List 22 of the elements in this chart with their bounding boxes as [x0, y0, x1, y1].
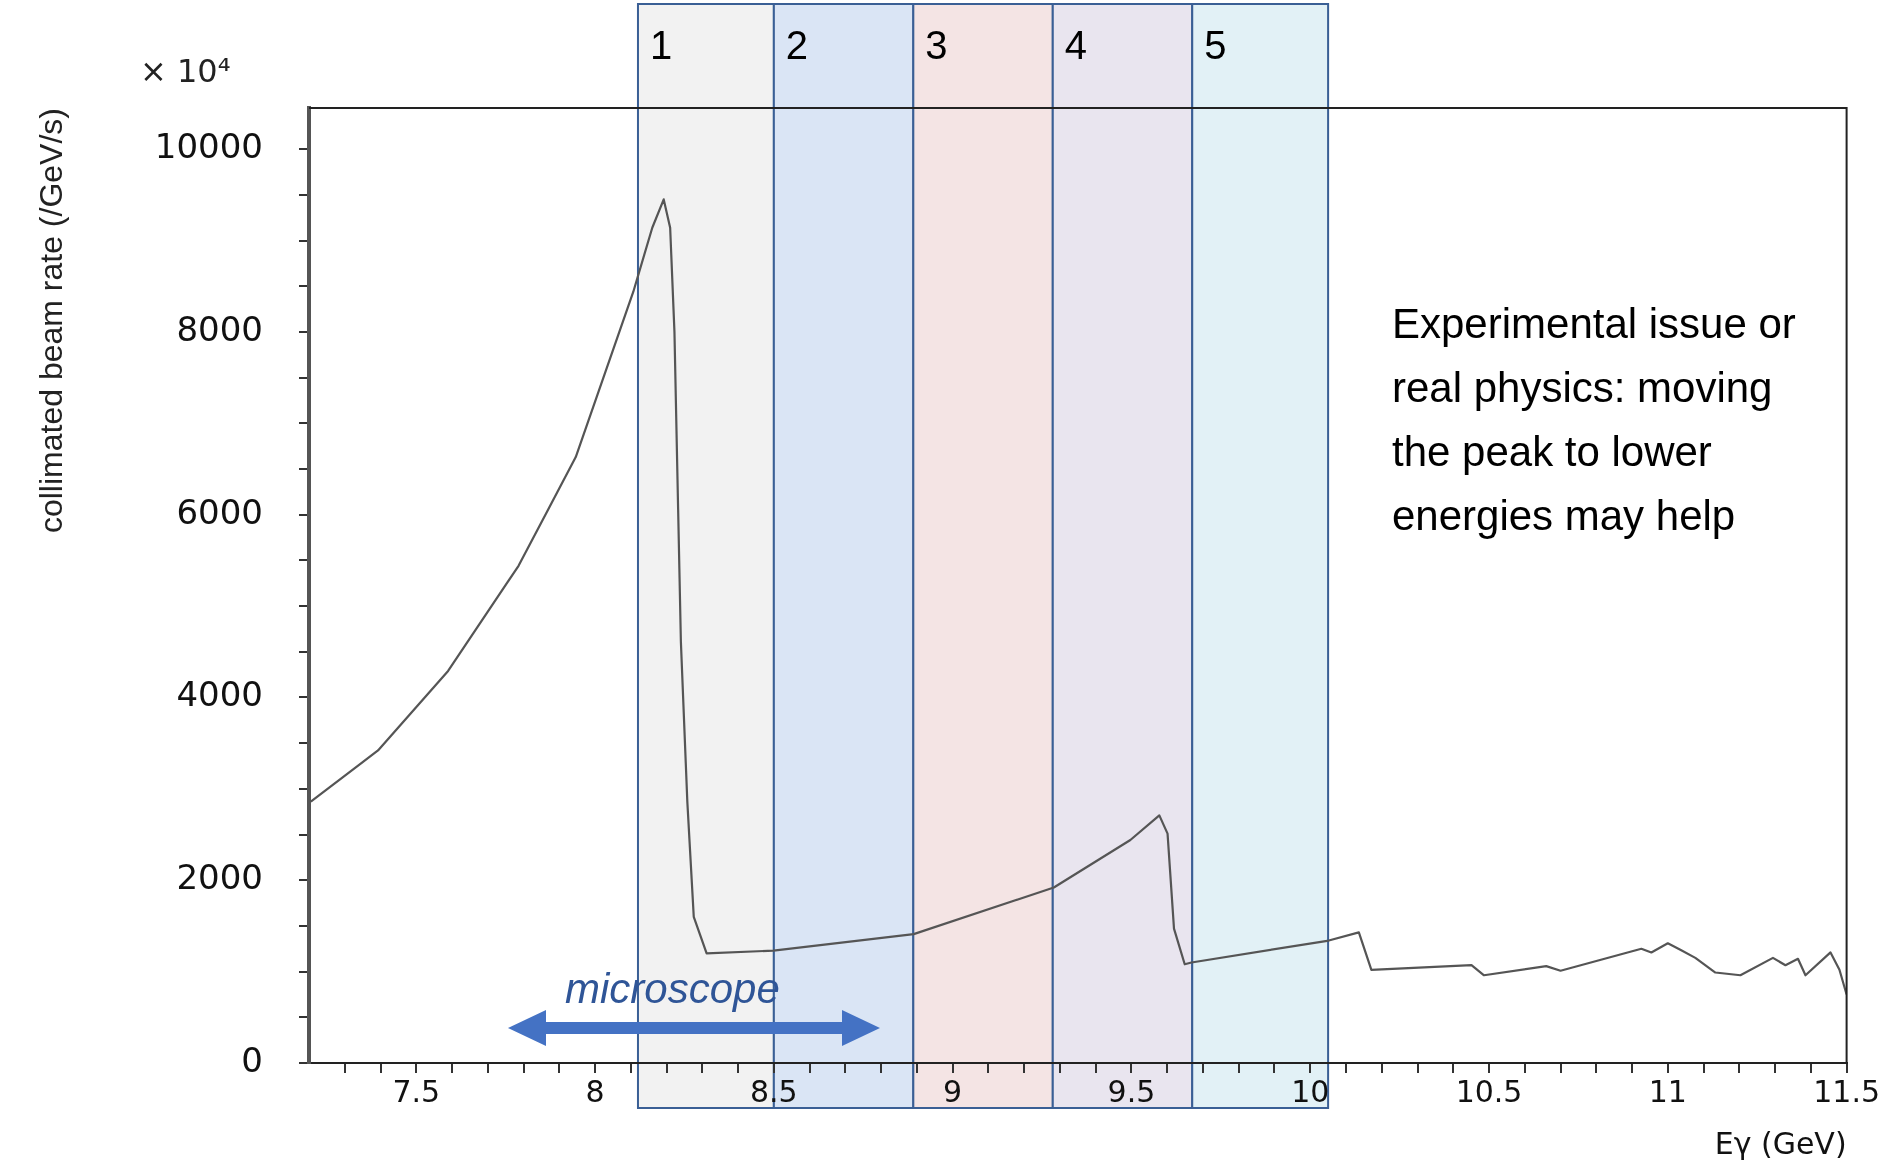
x-tick-label: 8	[585, 1073, 605, 1109]
x-axis-title: Eγ (GeV)	[1714, 1125, 1847, 1161]
band-label: 3	[925, 23, 948, 68]
y-tick-label: 10000	[154, 125, 263, 166]
x-tick-label: 7.5	[392, 1073, 441, 1109]
band-label: 1	[649, 23, 673, 68]
band-label: 5	[1204, 23, 1227, 68]
y-tick-label: 4000	[176, 674, 263, 715]
y-tick-label: 0	[241, 1039, 263, 1080]
band-label: 4	[1064, 23, 1088, 68]
text: × 10⁴	[140, 52, 231, 90]
annotation: Experimental issue or real physics: moving the peak to lower energies may help	[1392, 299, 1797, 541]
x-tick-label: 9	[943, 1073, 963, 1109]
x-tick-label: 10.5	[1455, 1073, 1523, 1109]
y-tick-label: 6000	[176, 491, 263, 532]
y-tick-label: 8000	[176, 308, 263, 349]
x-tick-label: 11.5	[1813, 1073, 1880, 1109]
band-label: 2	[785, 23, 809, 68]
y-tick-label: 2000	[176, 857, 263, 898]
x-tick-label: 11	[1648, 1073, 1687, 1109]
y-axis-title: collimated beam rate (/GeV/s)	[33, 108, 70, 534]
x-tick-label: 9.5	[1107, 1073, 1156, 1109]
